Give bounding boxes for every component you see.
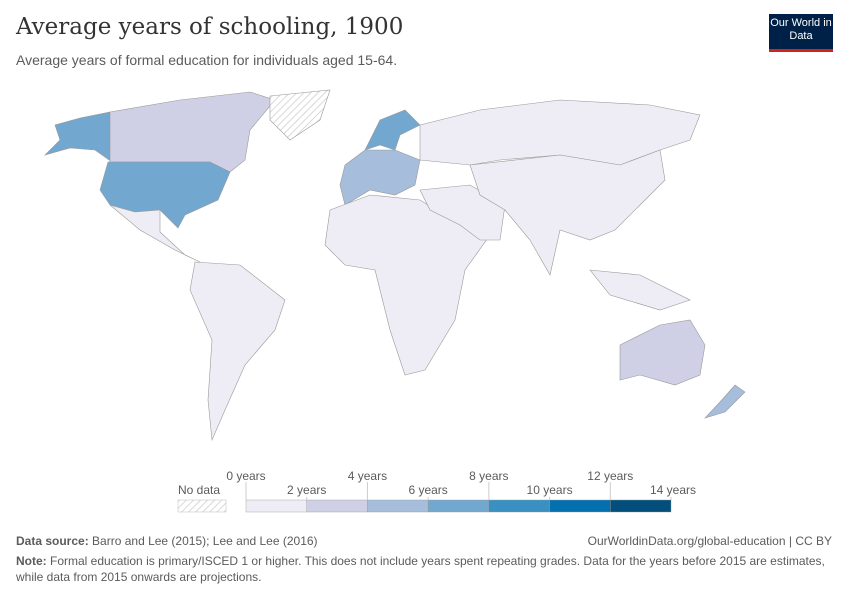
- owid-logo[interactable]: Our World in Data: [769, 14, 833, 52]
- chart-title: Average years of schooling, 1900: [16, 14, 404, 40]
- legend-no-data-swatch: [177, 499, 227, 513]
- data-source: Data source: Barro and Lee (2015); Lee a…: [16, 534, 318, 548]
- region-southeast-asia[interactable]: [589, 269, 691, 311]
- legend-bin: [306, 499, 368, 513]
- legend-label: 0 years: [226, 469, 265, 483]
- region-scandinavia[interactable]: [364, 109, 421, 151]
- region-canada[interactable]: [109, 91, 276, 173]
- legend-label: 12 years: [587, 469, 633, 483]
- region-mexico-central-america[interactable]: [109, 204, 201, 263]
- legend-bin: [427, 499, 490, 513]
- region-middle-east[interactable]: [419, 184, 506, 241]
- source-url-link[interactable]: OurWorldinData.org/global-education | CC…: [587, 534, 832, 548]
- region-africa[interactable]: [324, 194, 491, 376]
- legend-bin: [488, 499, 550, 513]
- chart-note: Note: Formal education is primary/ISCED …: [16, 554, 825, 584]
- region-asia[interactable]: [469, 149, 666, 276]
- region-south-america[interactable]: [189, 261, 286, 442]
- legend-bin: [367, 499, 429, 513]
- legend-bin: [549, 499, 611, 513]
- region-usa[interactable]: [99, 161, 231, 229]
- legend-no-data-label: No data: [178, 483, 220, 497]
- region-new-zealand[interactable]: [704, 384, 746, 419]
- world-map[interactable]: [0, 80, 850, 460]
- legend-label: 8 years: [469, 469, 508, 483]
- legend-bin: [610, 499, 672, 513]
- region-greenland[interactable]: [269, 89, 331, 141]
- legend-label: 10 years: [527, 483, 573, 497]
- region-western-europe[interactable]: [339, 149, 421, 206]
- legend-label: 14 years: [650, 483, 696, 497]
- legend-label: 2 years: [287, 483, 326, 497]
- legend-label: 6 years: [408, 483, 447, 497]
- legend-label: 4 years: [348, 469, 387, 483]
- chart-subtitle: Average years of formal education for in…: [16, 52, 398, 68]
- region-australia[interactable]: [619, 319, 706, 386]
- region-alaska[interactable]: [43, 111, 113, 163]
- legend-bin: [245, 499, 307, 513]
